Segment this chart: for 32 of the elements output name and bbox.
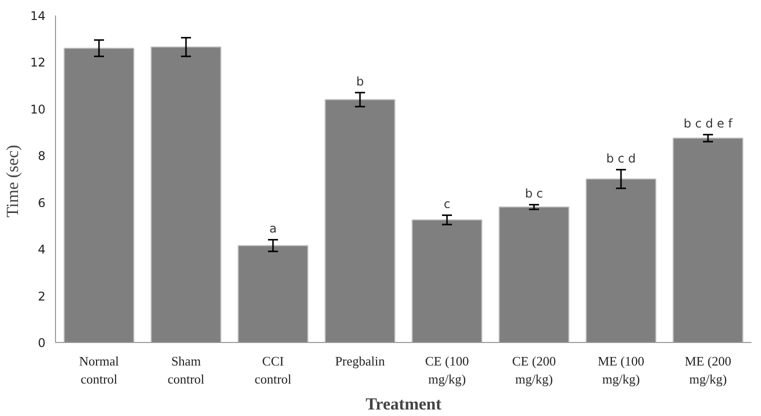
x-tick-label: ME (100 mg/kg) xyxy=(598,354,644,386)
y-tick-label: 14 xyxy=(30,9,46,23)
bar xyxy=(586,178,656,342)
x-axis-title: Treatment xyxy=(366,394,442,414)
y-tick-label: 0 xyxy=(38,336,46,350)
y-tick-label: 4 xyxy=(38,242,46,257)
y-axis-title: Time (sec) xyxy=(3,144,22,218)
x-tick-label: Normal control xyxy=(79,354,120,386)
annotation: b c d e f xyxy=(684,116,734,131)
bar xyxy=(324,99,396,342)
bar xyxy=(498,206,570,342)
bar xyxy=(150,46,222,342)
annotation: b xyxy=(356,74,364,89)
bar xyxy=(64,48,134,342)
annotation: a xyxy=(269,222,277,236)
y-tick-label: 10 xyxy=(30,102,46,116)
annotation: c xyxy=(444,197,450,212)
x-tick-label: Pregbalin xyxy=(335,354,386,368)
x-tick-label: CE (100 mg/kg) xyxy=(425,354,469,386)
x-tick-label: Sham control xyxy=(168,354,205,386)
y-tick-label: 2 xyxy=(38,289,46,304)
y-tick-label: 8 xyxy=(38,149,46,164)
bar xyxy=(412,219,482,342)
x-tick-label: CE (200 mg/kg) xyxy=(512,354,556,386)
annotation: b c d xyxy=(606,152,636,166)
bar xyxy=(238,245,308,342)
y-tick-label: 12 xyxy=(30,56,46,70)
y-tick-label: 6 xyxy=(38,196,46,210)
bar xyxy=(672,138,744,342)
annotation: b c xyxy=(524,186,544,201)
x-tick-label: CCI control xyxy=(254,354,292,386)
x-tick-label: ME (200 mg/kg) xyxy=(684,354,732,386)
